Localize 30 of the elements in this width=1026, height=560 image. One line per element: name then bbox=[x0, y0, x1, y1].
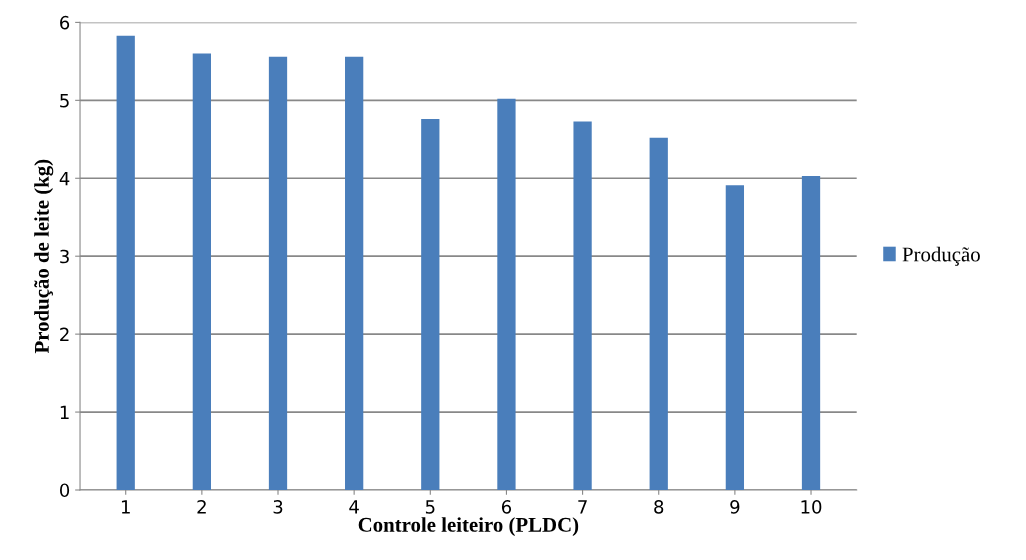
bar bbox=[268, 56, 288, 490]
y-tick-label: 4 bbox=[59, 171, 70, 186]
x-tick-label: 10 bbox=[801, 500, 822, 514]
y-axis-title: Produção de leite (kg) bbox=[34, 159, 54, 354]
bar bbox=[421, 119, 440, 490]
y-tick-label: 5 bbox=[60, 94, 69, 108]
x-tick-label: 1 bbox=[121, 500, 130, 514]
y-tick-label: 3 bbox=[60, 249, 69, 264]
bar bbox=[649, 137, 668, 490]
bar bbox=[801, 175, 821, 490]
x-tick-label: 8 bbox=[654, 500, 664, 514]
y-tick-label: 2 bbox=[60, 327, 69, 341]
bar bbox=[192, 53, 211, 490]
bar bbox=[573, 121, 592, 490]
x-tick-label: 2 bbox=[197, 500, 206, 514]
x-axis-title: Controle leiteiro (PLDC) bbox=[358, 517, 579, 537]
bar bbox=[497, 98, 516, 490]
x-tick-label: 7 bbox=[578, 500, 587, 514]
x-tick-label: 6 bbox=[501, 500, 512, 514]
bar bbox=[725, 185, 745, 490]
bar bbox=[345, 56, 364, 490]
y-tick-label: 6 bbox=[60, 15, 70, 30]
y-tick-label: 0 bbox=[60, 483, 70, 498]
x-tick-label: 9 bbox=[730, 500, 740, 514]
x-tick-label: 5 bbox=[425, 500, 435, 514]
x-tick-label: 4 bbox=[349, 500, 359, 514]
legend-label: Produção bbox=[902, 246, 980, 266]
bar bbox=[116, 35, 135, 490]
y-tick-label: 1 bbox=[60, 405, 69, 419]
x-tick-label: 3 bbox=[273, 500, 283, 514]
